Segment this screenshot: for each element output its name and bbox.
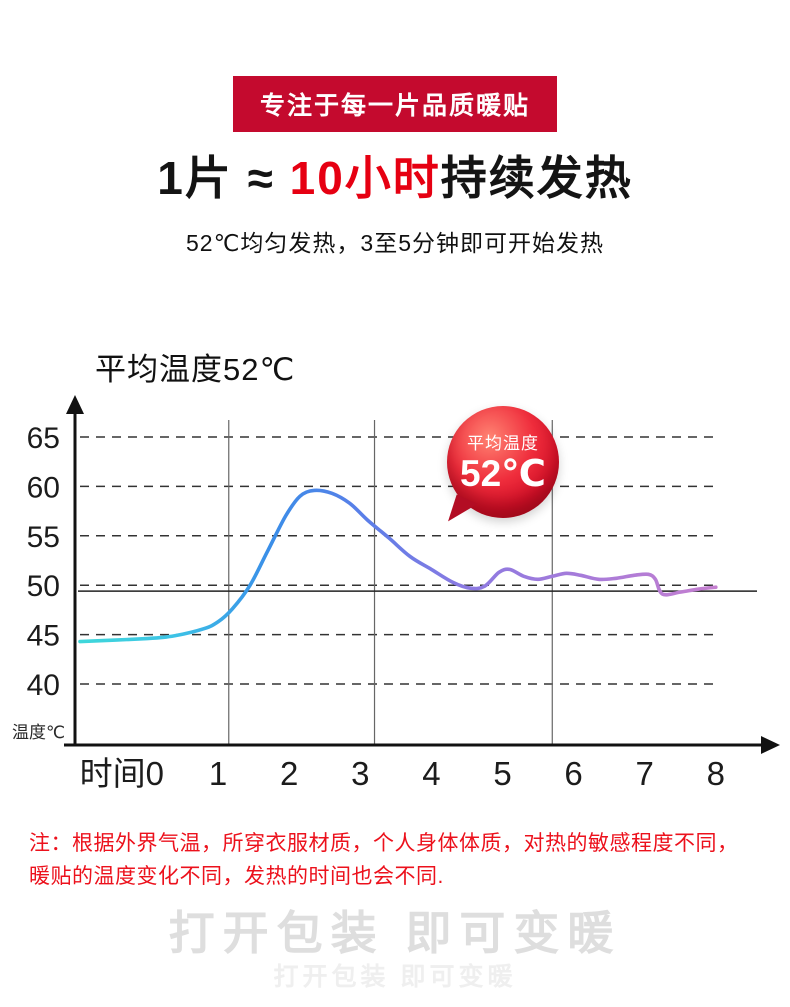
y-tick-label: 40 [27, 669, 60, 702]
badge-label: 平均温度 [467, 434, 539, 454]
headline-prefix: 1片 ≈ [157, 152, 290, 204]
temperature-chart: 65 60 55 50 45 40 温度℃ 时间0 1 2 3 4 5 6 7 8 平均温度 52℃ [0, 390, 790, 790]
y-axis-title: 温度℃ [12, 723, 65, 742]
x-tick-label: 4 [422, 755, 440, 790]
y-tick-label: 65 [27, 422, 60, 455]
x-tick-label: 7 [636, 755, 654, 790]
y-tick-label: 50 [27, 570, 60, 603]
chart-title: 平均温度52℃ [95, 352, 296, 387]
average-temp-badge: 平均温度 52℃ [445, 406, 559, 530]
top-banner: 专注于每一片品质暖贴 [232, 76, 558, 132]
x-tick-label: 8 [707, 755, 725, 790]
headline-highlight: 10小时 [289, 152, 441, 204]
y-tick-label: 55 [27, 521, 60, 554]
y-axis-arrow-icon [66, 395, 84, 414]
x-tick-label: 5 [493, 755, 511, 790]
headline-suffix: 持续发热 [440, 152, 633, 204]
subtitle: 52℃均匀发热，3至5分钟即可开始发热 [186, 230, 604, 256]
x-tick-label: 3 [351, 755, 369, 790]
note-line2: 暖贴的温度变化不同，发热的时间也会不同. [29, 865, 444, 888]
disclaimer-note: 注：根据外界气温，所穿衣服材质，个人身体体质，对热的敏感程度不同， 暖贴的温度变… [29, 827, 739, 893]
y-tick-label: 45 [27, 620, 60, 653]
watermark-sub: 打开包装 即可变暖 [273, 963, 517, 991]
headline: 1片 ≈ 10小时持续发热 [0, 142, 790, 208]
y-tick-label: 60 [27, 471, 60, 504]
x-tick-label: 2 [280, 755, 298, 790]
temperature-curve [78, 488, 718, 644]
badge-value: 52℃ [460, 453, 546, 495]
x-tick-label: 6 [564, 755, 582, 790]
banner-text: 专注于每一片品质暖贴 [259, 92, 531, 120]
x-axis-arrow-icon [761, 736, 780, 754]
x-tick-label: 1 [209, 755, 227, 790]
note-line1: 注：根据外界气温，所穿衣服材质，个人身体体质，对热的敏感程度不同， [29, 832, 739, 855]
x-tick-label: 时间0 [80, 755, 164, 790]
watermark-main: 打开包装 即可变暖 [168, 907, 622, 959]
